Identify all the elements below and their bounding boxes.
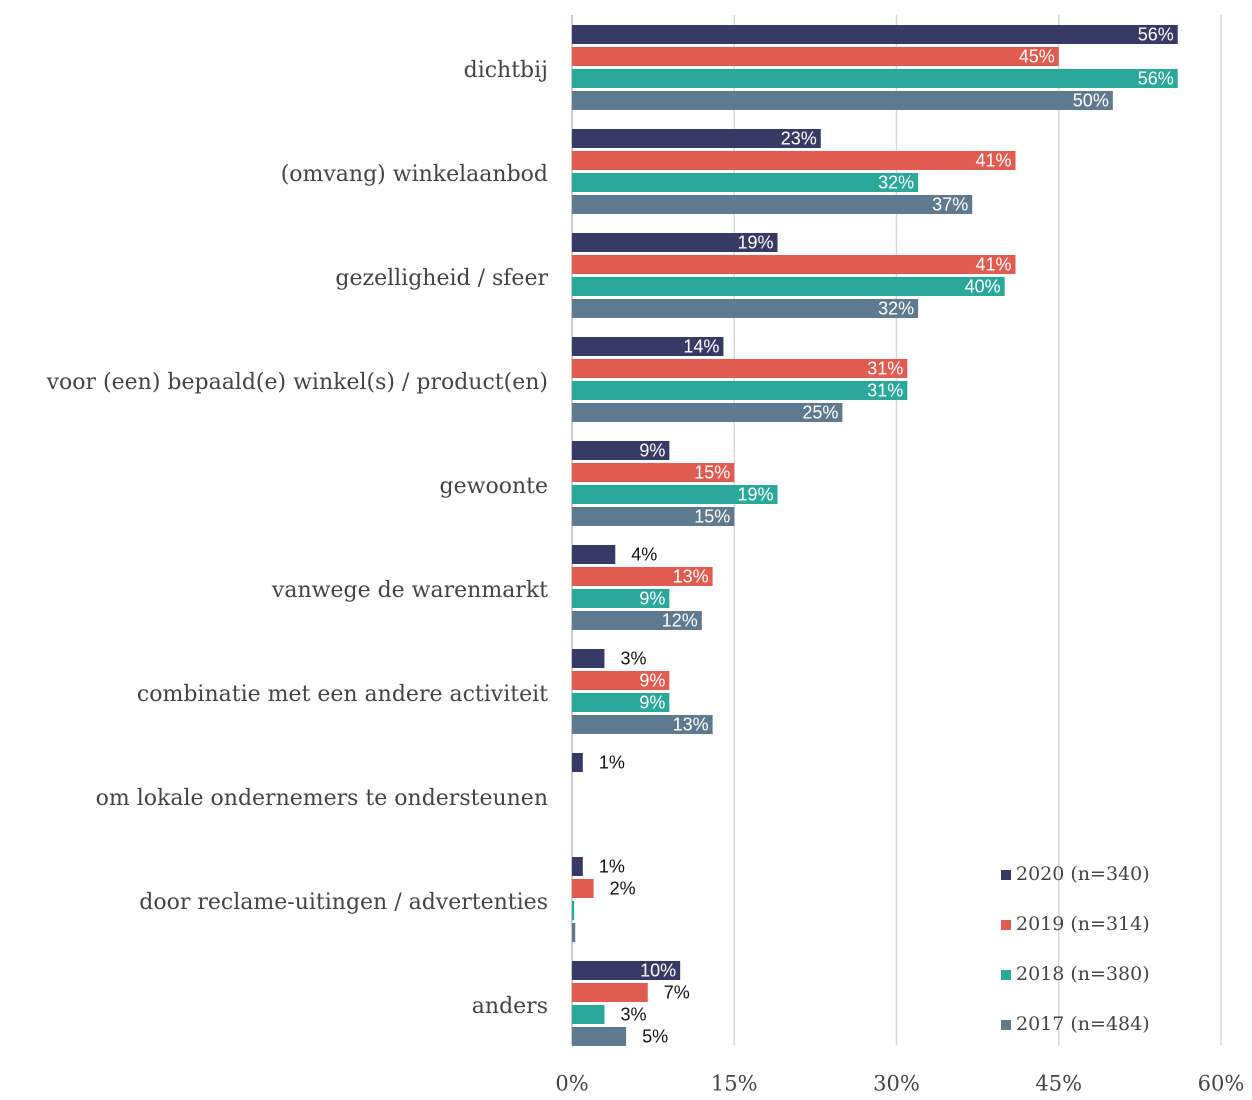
bar (572, 693, 670, 712)
bar (572, 381, 908, 400)
bar (572, 923, 576, 942)
bar (572, 879, 594, 898)
bar (572, 195, 973, 214)
value-label: 13% (673, 566, 709, 586)
value-label: 23% (781, 128, 817, 148)
category-label: voor (een) bepaald(e) winkel(s) / produc… (46, 370, 548, 395)
bar (572, 857, 583, 876)
value-label: 31% (867, 380, 903, 400)
bar (572, 403, 843, 422)
bar (572, 589, 670, 608)
value-label: 10% (640, 960, 676, 980)
value-label: 32% (878, 298, 914, 318)
legend-label: 2017 (n=484) (1016, 1013, 1150, 1035)
bar (572, 47, 1059, 66)
category-label: vanwege de warenmarkt (271, 578, 548, 603)
bar (572, 173, 919, 192)
bar (572, 611, 702, 630)
bar (572, 961, 681, 980)
value-label: 12% (662, 610, 698, 630)
value-label: 32% (878, 172, 914, 192)
bar (572, 25, 1178, 44)
legend-swatch (1001, 920, 1011, 930)
value-label: 14% (683, 336, 719, 356)
x-tick-label: 45% (1035, 1072, 1082, 1096)
bar (572, 485, 778, 504)
bar (572, 715, 713, 734)
value-label: 15% (694, 506, 730, 526)
bar (572, 277, 1005, 296)
value-label: 13% (673, 714, 709, 734)
bar (572, 359, 908, 378)
bar (572, 255, 1016, 274)
value-label: 7% (664, 982, 690, 1002)
value-label: 50% (1073, 90, 1109, 110)
category-label: (omvang) winkelaanbod (281, 162, 548, 187)
value-label: 9% (639, 692, 665, 712)
x-tick-label: 0% (555, 1072, 588, 1096)
category-label: om lokale ondernemers te ondersteunen (96, 786, 548, 811)
legend-swatch (1001, 970, 1011, 980)
category-label: gezelligheid / sfeer (335, 266, 548, 291)
category-label: gewoonte (440, 474, 548, 499)
bar (572, 507, 735, 526)
category-label: anders (472, 994, 548, 1019)
legend-label: 2018 (n=380) (1016, 963, 1150, 985)
value-label: 5% (642, 1026, 668, 1046)
bar (572, 233, 778, 252)
value-label: 19% (737, 484, 773, 504)
value-label: 9% (639, 670, 665, 690)
bar (572, 69, 1178, 88)
value-label: 9% (639, 440, 665, 460)
legend-swatch (1001, 1020, 1011, 1030)
bar (572, 1005, 605, 1024)
bar (572, 441, 670, 460)
bar (572, 129, 821, 148)
bar (572, 91, 1113, 110)
bar (572, 299, 919, 318)
value-label: 1% (599, 856, 625, 876)
legend-swatch (1001, 870, 1011, 880)
value-label: 41% (975, 150, 1011, 170)
bar (572, 753, 583, 772)
category-label: door reclame-uitingen / advertenties (139, 890, 548, 915)
bar (572, 337, 724, 356)
value-label: 25% (802, 402, 838, 422)
bar (572, 983, 648, 1002)
value-label: 3% (620, 1004, 646, 1024)
value-label: 37% (932, 194, 968, 214)
x-tick-label: 15% (711, 1072, 758, 1096)
value-label: 3% (620, 648, 646, 668)
bar (572, 649, 605, 668)
category-label: combinatie met een andere activiteit (137, 682, 548, 707)
x-tick-label: 60% (1198, 1072, 1245, 1096)
value-label: 31% (867, 358, 903, 378)
value-label: 56% (1138, 68, 1174, 88)
value-label: 2% (610, 878, 636, 898)
bar (572, 545, 616, 564)
value-label: 56% (1138, 24, 1174, 44)
legend-label: 2019 (n=314) (1016, 913, 1150, 935)
value-label: 19% (737, 232, 773, 252)
bar (572, 901, 575, 920)
bar (572, 671, 670, 690)
value-label: 40% (965, 276, 1001, 296)
bar (572, 463, 735, 482)
value-label: 1% (599, 752, 625, 772)
value-label: 45% (1019, 46, 1055, 66)
bar (572, 151, 1016, 170)
bar (572, 567, 713, 586)
value-label: 15% (694, 462, 730, 482)
category-label: dichtbij (464, 58, 548, 83)
value-label: 9% (639, 588, 665, 608)
value-label: 4% (631, 544, 657, 564)
x-tick-label: 30% (873, 1072, 920, 1096)
bar (572, 1027, 627, 1046)
value-label: 41% (975, 254, 1011, 274)
legend-label: 2020 (n=340) (1016, 863, 1150, 885)
